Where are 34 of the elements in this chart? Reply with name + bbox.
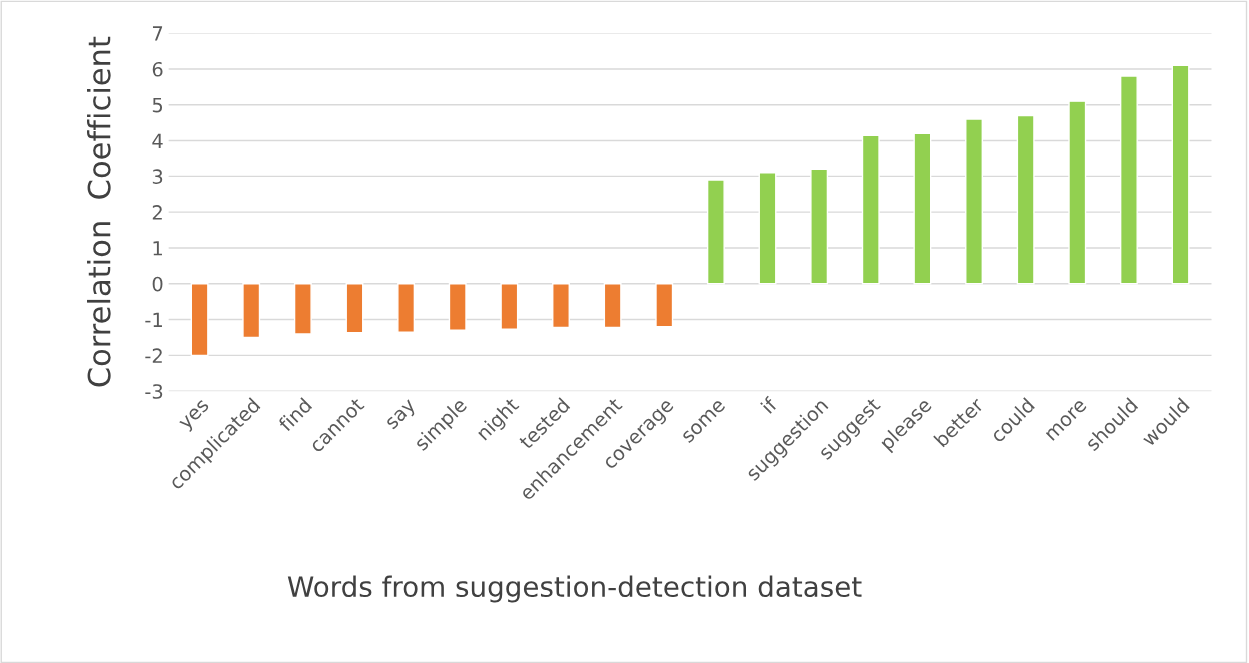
y-tick-label: -2 [145, 348, 162, 363]
bar [810, 168, 829, 285]
bar [913, 132, 932, 285]
bar [1119, 75, 1138, 285]
bar [242, 283, 261, 339]
bar [190, 283, 209, 357]
y-tick-label: 2 [152, 205, 162, 220]
y-tick-label: 0 [152, 276, 163, 292]
y-tick-label: 3 [152, 169, 163, 185]
bar [500, 283, 519, 330]
y-tick-label: 7 [152, 26, 163, 41]
x-tick-label: say [385, 399, 420, 433]
bar [603, 283, 622, 329]
bar [1068, 100, 1087, 285]
bar [293, 283, 312, 335]
bar [552, 283, 570, 329]
x-axis-title: Words from suggestion-detection dataset [287, 575, 862, 603]
bar [655, 283, 674, 328]
bar [758, 172, 777, 285]
y-tick-label: 6 [152, 61, 163, 77]
y-tick-label: 4 [152, 133, 163, 148]
y-axis-title: Correlation Coefficient [87, 36, 111, 387]
bar [448, 283, 467, 332]
y-tick-label: 1 [153, 241, 162, 256]
bar [1171, 64, 1190, 285]
bar [861, 134, 880, 285]
bar [397, 283, 416, 333]
y-tick-label: -1 [145, 312, 162, 327]
bar [965, 118, 983, 285]
bar [1016, 114, 1035, 285]
bar [345, 283, 364, 334]
bar [706, 179, 725, 285]
y-tick-label: -3 [145, 384, 163, 399]
y-tick-label: 5 [152, 97, 163, 113]
